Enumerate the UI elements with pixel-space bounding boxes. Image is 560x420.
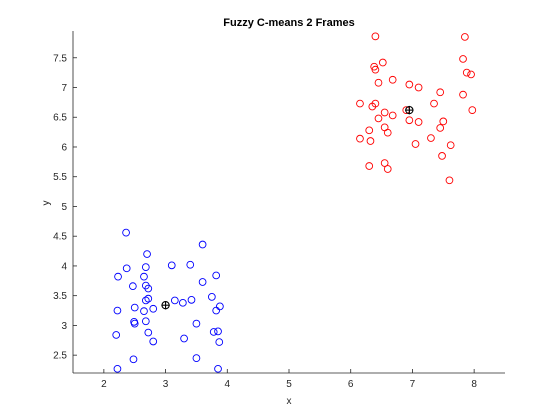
chart-title: Fuzzy C-means 2 Frames xyxy=(223,17,354,29)
data-point xyxy=(439,117,448,126)
data-point xyxy=(192,354,201,362)
data-point xyxy=(144,328,153,337)
data-point xyxy=(365,162,374,170)
y-tick-label: 6 xyxy=(61,142,67,153)
y-tick-label: 4 xyxy=(61,261,67,272)
plot-area: 2 3 4 5 6 7 8 2.5 3 3.5 4 4.5 5 5.5 6 6.5 7 7.5 xyxy=(53,31,505,390)
data-point xyxy=(374,114,383,123)
data-point xyxy=(427,134,435,142)
y-tick-label: 6.5 xyxy=(53,113,67,124)
x-tick-label: 7 xyxy=(410,379,416,390)
data-point xyxy=(122,228,130,237)
x-tick-label: 3 xyxy=(163,379,169,390)
data-point xyxy=(209,328,218,336)
y-tick-label: 3.5 xyxy=(53,291,67,302)
data-point xyxy=(149,304,158,313)
data-point xyxy=(141,296,150,305)
data-point xyxy=(366,137,375,145)
data-point xyxy=(167,261,176,270)
x-tick-label: 2 xyxy=(101,379,107,390)
data-point xyxy=(365,126,374,135)
data-point xyxy=(371,32,380,41)
y-axis-label: y xyxy=(41,201,52,206)
data-point xyxy=(198,278,207,286)
x-tick-label: 6 xyxy=(348,379,354,390)
x-tick-label: 8 xyxy=(471,379,477,390)
data-point xyxy=(144,284,153,293)
data-point xyxy=(468,106,477,114)
data-point xyxy=(430,99,438,108)
data-point xyxy=(380,159,389,167)
data-point xyxy=(414,83,423,92)
data-point xyxy=(208,293,216,301)
data-point xyxy=(371,99,380,108)
data-point xyxy=(129,355,138,364)
data-point xyxy=(414,118,423,126)
data-point xyxy=(144,294,153,303)
data-point xyxy=(436,88,445,97)
data-point xyxy=(192,319,201,328)
data-point xyxy=(405,116,414,125)
data-point xyxy=(356,134,364,143)
y-tick-label: 5 xyxy=(61,202,67,213)
data-point xyxy=(214,364,222,373)
data-point xyxy=(214,327,222,336)
data-point xyxy=(212,306,221,315)
y-tick-label: 7 xyxy=(61,83,67,94)
y-tick-label: 4.5 xyxy=(53,232,67,243)
data-point xyxy=(374,78,383,87)
y-tick-label: 5.5 xyxy=(53,172,67,183)
y-tick-label: 2.5 xyxy=(53,351,67,362)
data-point xyxy=(467,70,475,79)
data-point xyxy=(380,108,389,117)
data-point xyxy=(170,296,179,305)
data-point xyxy=(388,75,397,84)
data-point xyxy=(378,58,387,67)
data-point xyxy=(411,140,420,148)
data-point xyxy=(187,295,196,304)
data-point xyxy=(371,65,380,74)
data-point xyxy=(143,250,151,258)
data-point xyxy=(114,272,122,281)
data-point xyxy=(436,124,445,132)
data-point xyxy=(179,298,187,307)
data-point xyxy=(446,141,455,150)
data-point xyxy=(461,33,469,41)
data-point xyxy=(198,240,207,249)
data-point xyxy=(140,307,148,315)
data-point xyxy=(130,303,139,312)
data-point xyxy=(438,152,446,160)
data-point xyxy=(216,302,224,311)
x-tick-label: 4 xyxy=(225,379,231,390)
data-point xyxy=(186,260,195,269)
data-point xyxy=(122,264,131,273)
data-point xyxy=(112,331,121,339)
data-point xyxy=(129,282,137,291)
x-tick-label: 5 xyxy=(286,379,292,390)
x-axis-label: x xyxy=(287,396,292,407)
data-point xyxy=(405,80,414,89)
data-point xyxy=(140,272,148,281)
data-point xyxy=(383,165,392,173)
data-point xyxy=(212,271,221,280)
data-point xyxy=(445,176,454,185)
data-point xyxy=(356,99,364,108)
data-point xyxy=(383,128,392,137)
data-point xyxy=(113,306,122,315)
data-point xyxy=(130,319,139,328)
data-point xyxy=(180,334,188,343)
data-point xyxy=(149,337,158,346)
data-point xyxy=(459,90,467,99)
y-tick-label: 7.5 xyxy=(53,53,67,64)
data-point xyxy=(388,111,397,120)
data-point xyxy=(113,364,122,373)
data-point xyxy=(215,338,224,346)
data-point xyxy=(459,55,467,63)
data-point xyxy=(141,263,150,271)
data-point xyxy=(462,68,471,77)
data-point xyxy=(141,317,150,326)
y-tick-label: 3 xyxy=(61,321,67,332)
